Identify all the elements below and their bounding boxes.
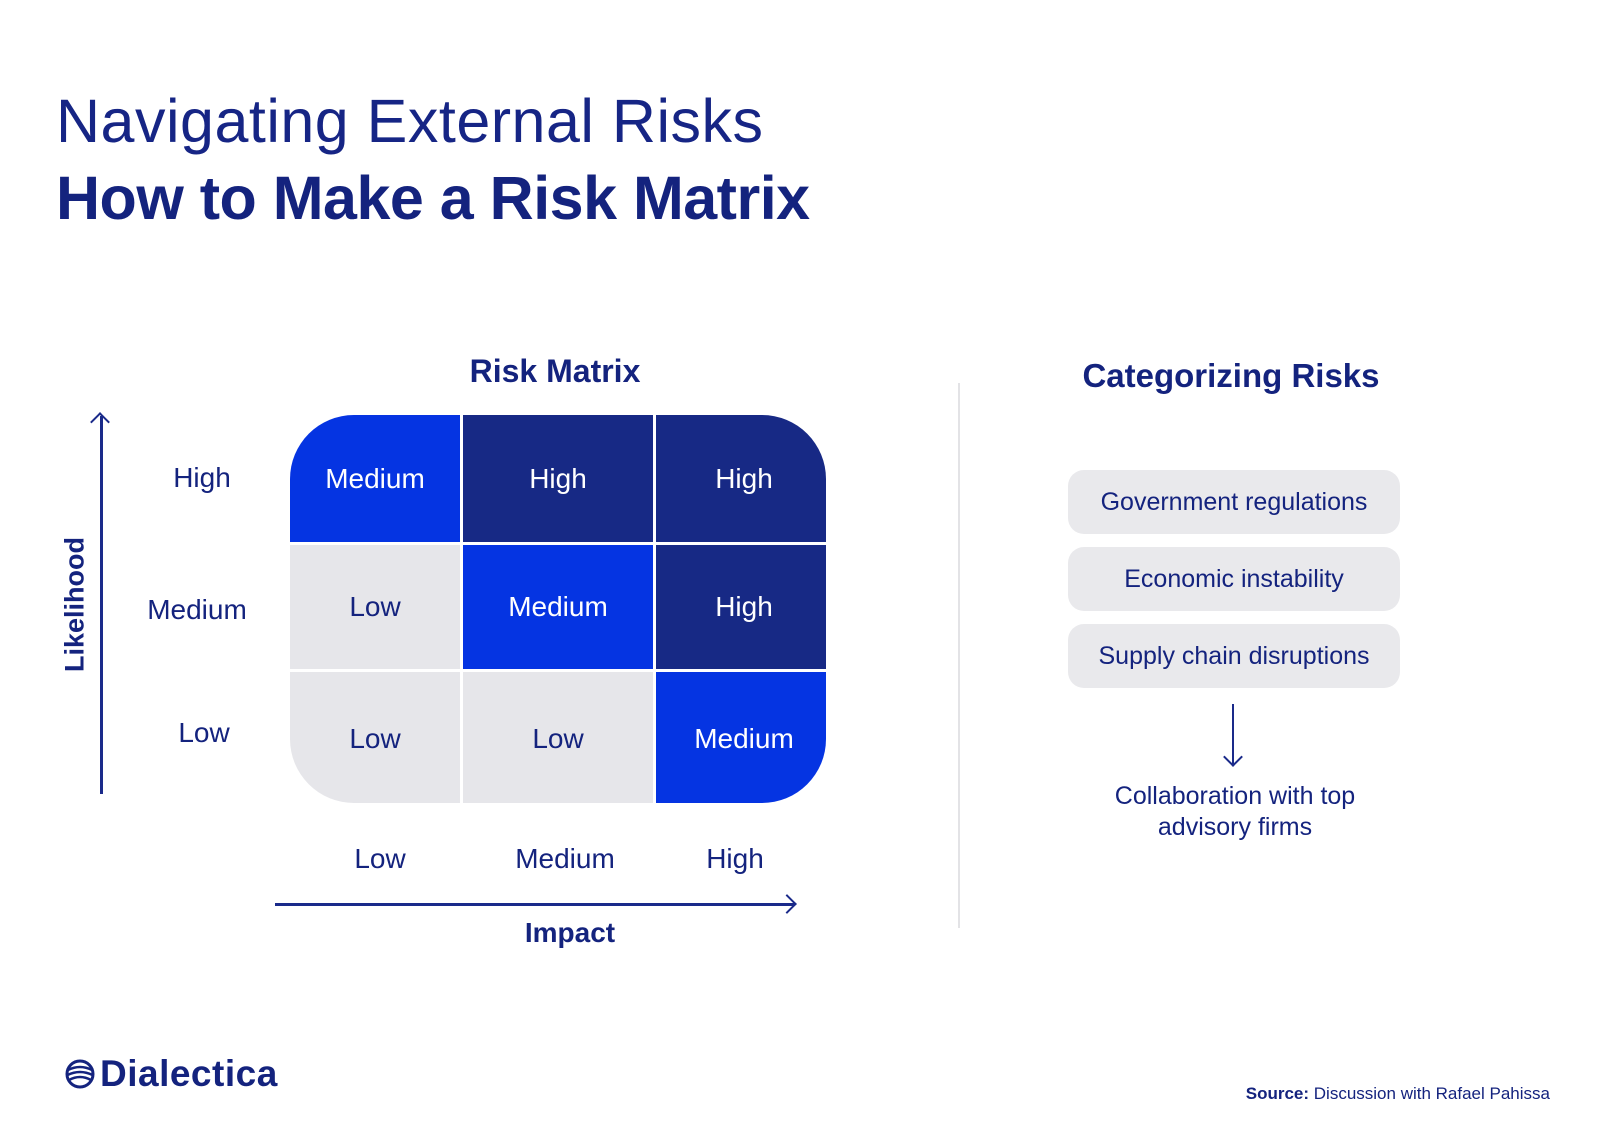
x-axis-line [275, 903, 795, 906]
matrix-cell: High [463, 415, 653, 542]
x-axis-title: Impact [524, 917, 616, 948]
globe-icon [65, 1059, 95, 1089]
matrix-cell: Medium [656, 672, 826, 803]
matrix-cell: High [656, 415, 826, 542]
collaboration-result: Collaboration with top advisory firms [1114, 782, 1356, 841]
arrow-up-icon [90, 412, 110, 432]
down-arrow-line [1232, 704, 1234, 764]
matrix-cell: High [656, 545, 826, 669]
matrix-cell: Medium [463, 545, 653, 669]
risk-category-item: Supply chain disruptions [1068, 624, 1400, 688]
risk-category-item: Government regulations [1068, 470, 1400, 534]
matrix-title: Risk Matrix [469, 353, 641, 389]
row-label-high: High [173, 462, 231, 493]
section-divider [958, 383, 960, 928]
matrix-cell: Medium [290, 415, 460, 542]
page-subtitle: How to Make a Risk Matrix [56, 164, 810, 232]
matrix-cell: Low [290, 672, 460, 803]
matrix-cell: Low [463, 672, 653, 803]
dialectica-logo: Dialectica [64, 1052, 278, 1096]
risk-matrix-grid: Medium High High Low Medium High Low Low… [290, 415, 826, 803]
risk-category-item: Economic instability [1068, 547, 1400, 611]
arrow-right-icon [777, 894, 797, 914]
source-note: Source: Discussion with Rafael Pahissa [1246, 1084, 1550, 1104]
arrow-down-icon [1223, 747, 1243, 767]
y-axis-title: Likelihood [59, 537, 90, 672]
y-axis-line [100, 416, 103, 794]
row-label-low: Low [178, 717, 230, 748]
source-label: Source: [1245, 1084, 1310, 1103]
col-label-medium: Medium [515, 843, 615, 874]
logo-text: Dialectica [100, 1053, 278, 1094]
col-label-high: High [706, 843, 764, 874]
matrix-cell: Low [290, 545, 460, 669]
col-label-low: Low [354, 843, 406, 874]
categorizing-title: Categorizing Risks [1082, 357, 1380, 394]
source-text: Discussion with Rafael Pahissa [1309, 1084, 1550, 1103]
page-title: Navigating External Risks [56, 87, 764, 155]
row-label-medium: Medium [147, 594, 247, 625]
